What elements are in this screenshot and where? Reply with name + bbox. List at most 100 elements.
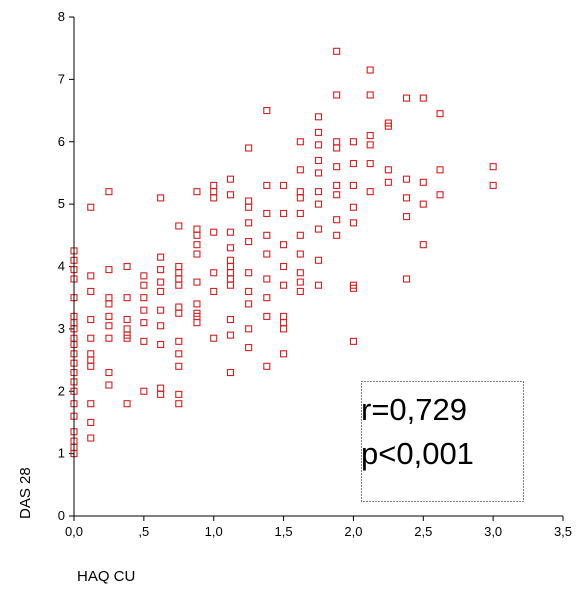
data-point bbox=[333, 91, 341, 99]
data-point bbox=[87, 418, 95, 426]
data-point bbox=[333, 216, 341, 224]
data-point bbox=[175, 337, 183, 345]
data-point bbox=[366, 141, 374, 149]
data-point bbox=[263, 362, 271, 370]
data-point bbox=[333, 191, 341, 199]
data-point bbox=[349, 160, 357, 168]
data-point bbox=[280, 325, 288, 333]
data-point bbox=[87, 356, 95, 364]
data-point bbox=[193, 188, 201, 196]
x-tick-label: 1,0 bbox=[205, 524, 223, 539]
data-point bbox=[175, 350, 183, 358]
data-point bbox=[175, 222, 183, 230]
data-point bbox=[123, 315, 131, 324]
data-point bbox=[245, 287, 253, 296]
data-points bbox=[70, 47, 497, 458]
data-point bbox=[210, 269, 218, 277]
y-axis-title: DAS 28 bbox=[17, 467, 34, 519]
data-point bbox=[366, 66, 374, 74]
data-point bbox=[436, 166, 444, 174]
data-point bbox=[314, 128, 323, 136]
data-point bbox=[210, 188, 218, 196]
y-tick-label: 6 bbox=[58, 134, 65, 149]
y-tick-label: 0 bbox=[58, 508, 65, 523]
y-tick-label: 1 bbox=[58, 446, 65, 461]
data-point bbox=[366, 188, 374, 196]
data-point bbox=[314, 281, 323, 289]
data-point bbox=[296, 231, 304, 239]
x-tick-label: 0,0 bbox=[65, 524, 83, 539]
data-point bbox=[175, 309, 183, 317]
data-point bbox=[210, 287, 218, 296]
x-tick-label: 2,5 bbox=[414, 524, 432, 539]
data-point bbox=[210, 334, 218, 342]
data-point bbox=[349, 219, 357, 227]
data-point bbox=[263, 181, 271, 189]
data-point bbox=[245, 197, 253, 205]
data-point bbox=[263, 294, 271, 302]
data-point bbox=[193, 250, 201, 258]
x-tick-label: 3,0 bbox=[484, 524, 502, 539]
data-point bbox=[175, 281, 183, 289]
data-point bbox=[87, 350, 95, 358]
data-point bbox=[226, 315, 235, 324]
data-point bbox=[314, 188, 323, 196]
data-point bbox=[226, 269, 235, 277]
data-point bbox=[157, 306, 165, 314]
data-point bbox=[296, 250, 304, 258]
data-point bbox=[280, 241, 288, 249]
data-point bbox=[175, 262, 183, 271]
data-point bbox=[87, 287, 95, 296]
data-point bbox=[333, 181, 341, 189]
data-point bbox=[140, 319, 148, 327]
data-point bbox=[226, 256, 235, 264]
data-point bbox=[175, 275, 183, 283]
data-point bbox=[193, 309, 201, 317]
data-point bbox=[105, 294, 113, 302]
x-tick-label: ,5 bbox=[138, 524, 149, 539]
data-point bbox=[157, 340, 165, 349]
data-point bbox=[314, 113, 323, 121]
data-point bbox=[245, 269, 253, 277]
data-point bbox=[157, 390, 165, 398]
data-point bbox=[402, 213, 411, 221]
data-point bbox=[296, 166, 304, 174]
data-point bbox=[419, 241, 427, 249]
data-point bbox=[87, 203, 95, 211]
data-point bbox=[140, 337, 148, 345]
data-point bbox=[436, 191, 444, 199]
data-point bbox=[193, 319, 201, 327]
data-point bbox=[105, 334, 113, 342]
data-point bbox=[105, 300, 113, 308]
data-point bbox=[314, 200, 323, 208]
data-point bbox=[140, 387, 148, 395]
data-point bbox=[245, 300, 253, 308]
data-point bbox=[402, 175, 411, 183]
data-point bbox=[226, 244, 235, 252]
data-point bbox=[366, 91, 374, 99]
data-point bbox=[175, 400, 183, 408]
data-point bbox=[226, 228, 235, 236]
x-tick-label: 1,5 bbox=[275, 524, 293, 539]
data-point bbox=[140, 306, 148, 314]
data-point bbox=[419, 200, 427, 208]
data-point bbox=[419, 94, 427, 102]
y-tick-label: 2 bbox=[58, 383, 65, 398]
data-point bbox=[314, 169, 323, 177]
data-point bbox=[349, 181, 357, 189]
data-point bbox=[226, 175, 235, 183]
data-point bbox=[87, 434, 95, 442]
y-tick-label: 8 bbox=[58, 9, 65, 24]
data-point bbox=[314, 141, 323, 149]
y-tick-label: 5 bbox=[58, 196, 65, 211]
data-point bbox=[402, 94, 411, 102]
data-point bbox=[175, 269, 183, 277]
y-tick-label: 3 bbox=[58, 321, 65, 336]
data-point bbox=[157, 194, 165, 202]
data-point bbox=[157, 278, 165, 286]
x-tick-label: 3,5 bbox=[554, 524, 572, 539]
data-point bbox=[123, 400, 131, 408]
data-point bbox=[245, 325, 253, 333]
data-point bbox=[280, 262, 288, 271]
data-point bbox=[210, 181, 218, 189]
